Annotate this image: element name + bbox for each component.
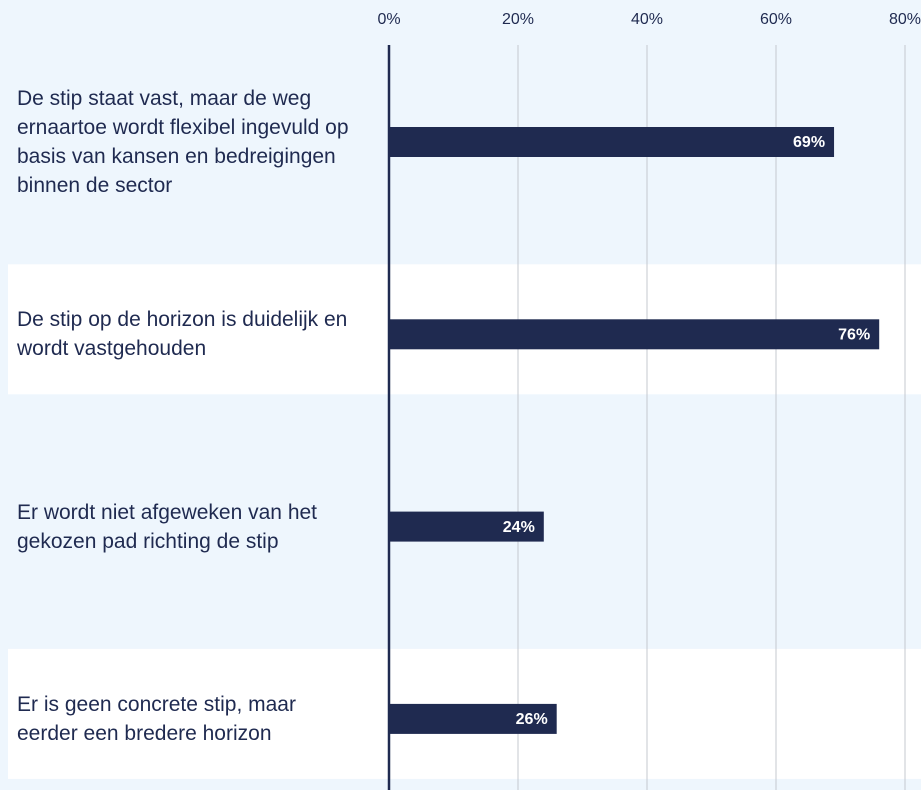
x-tick-label: 20% — [502, 11, 534, 28]
bar — [389, 511, 544, 542]
bar — [389, 127, 835, 157]
bar — [389, 319, 880, 350]
x-tick-label: 80% — [889, 11, 921, 28]
bar — [389, 703, 557, 734]
category-label: De stip op de horizon is duidelijk en wo… — [17, 308, 348, 361]
x-tick-label: 60% — [760, 11, 792, 28]
category-label: Er is geen concrete stip, maar eerder ee… — [17, 692, 296, 745]
x-tick-label: 0% — [377, 11, 400, 28]
value-label: 69% — [793, 134, 825, 151]
category-label: De stip staat vast, maar de weg ernaarto… — [17, 87, 349, 197]
value-label: 26% — [516, 711, 548, 728]
category-label: Er wordt niet afgeweken van het gekozen … — [17, 500, 318, 553]
value-label: 24% — [503, 519, 535, 536]
x-tick-label: 40% — [631, 11, 663, 28]
value-label: 76% — [838, 327, 870, 344]
